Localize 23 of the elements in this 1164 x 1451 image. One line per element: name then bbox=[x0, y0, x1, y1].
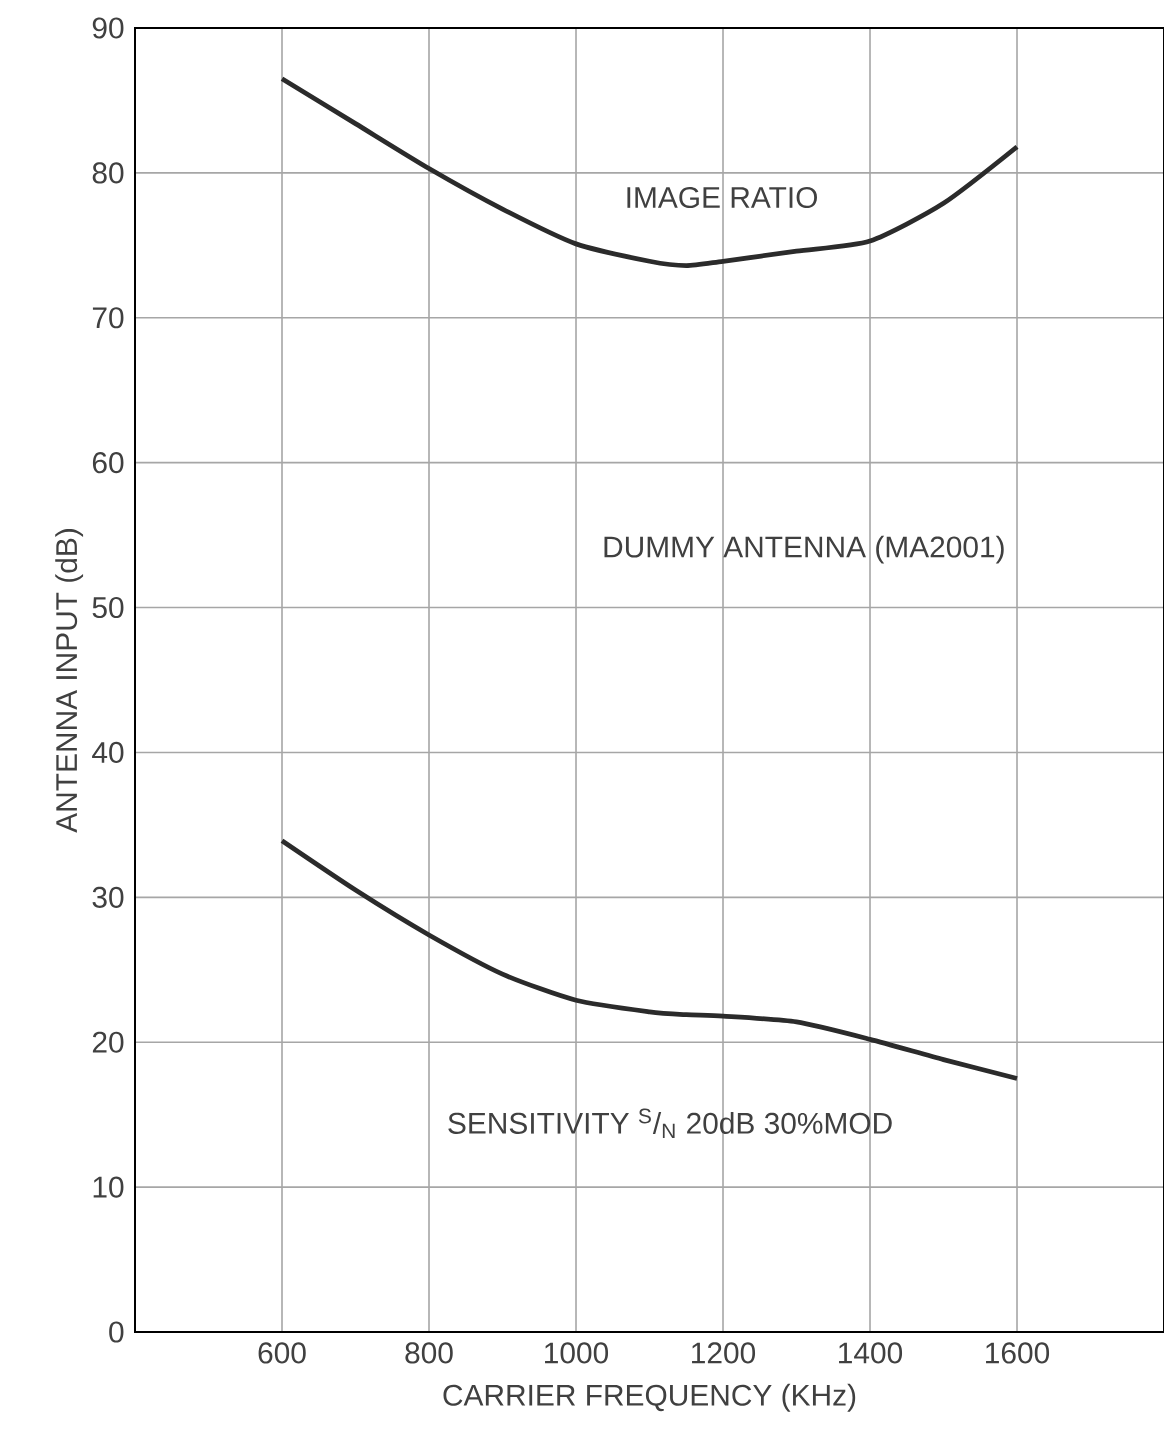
x-axis-title: CARRIER FREQUENCY (KHz) bbox=[443, 1383, 856, 1412]
x-tick-label: 1600 bbox=[986, 1342, 1050, 1364]
y-tick-label: 30 bbox=[92, 886, 124, 908]
annotation: SENSITIVITY $^{S}$/$_{N}$ 20dB 30%MOD bbox=[448, 1108, 892, 1139]
y-tick-label: 0 bbox=[109, 1321, 124, 1343]
y-tick-label: 70 bbox=[92, 307, 124, 329]
y-tick-label: 10 bbox=[93, 1176, 124, 1198]
y-tick-label: 20 bbox=[92, 1031, 124, 1053]
line-series bbox=[279, 838, 1020, 1081]
y-tick-label: 40 bbox=[92, 741, 124, 764]
x-tick-label: 800 bbox=[405, 1342, 453, 1364]
x-tick-label: 1000 bbox=[545, 1342, 609, 1364]
x-tick-label: 1200 bbox=[692, 1342, 756, 1364]
y-tick-label: 90 bbox=[92, 17, 124, 39]
x-tick-label: 1400 bbox=[839, 1342, 903, 1364]
annotation: IMAGE RATIO bbox=[627, 186, 817, 209]
y-axis-title: ANTENNA INPUT (dB) bbox=[55, 529, 84, 833]
annotation: DUMMY ANTENNA (MA2001) bbox=[604, 535, 1004, 564]
line-series bbox=[279, 76, 1020, 268]
x-tick-label: 600 bbox=[258, 1342, 306, 1364]
y-tick-label: 80 bbox=[92, 162, 124, 184]
y-tick-label: 50 bbox=[92, 596, 124, 619]
y-tick-label: 60 bbox=[92, 452, 124, 474]
